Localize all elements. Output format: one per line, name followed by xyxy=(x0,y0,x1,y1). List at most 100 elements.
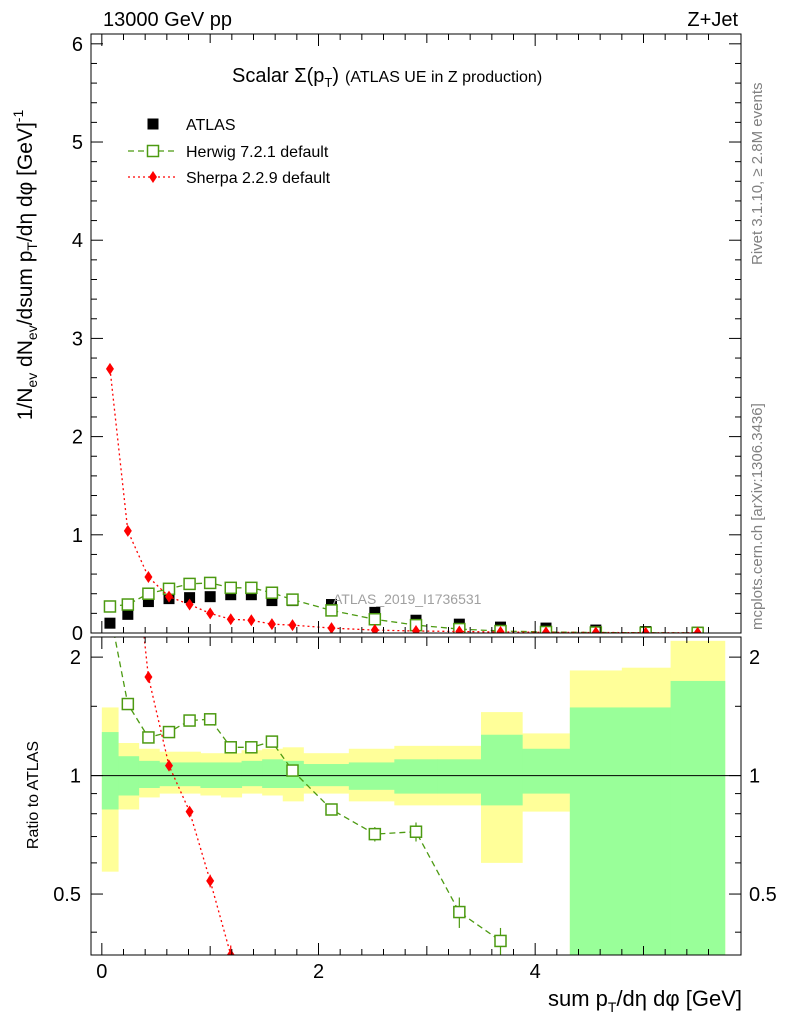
ratio-herwig-point xyxy=(368,827,382,841)
inner-band-bin xyxy=(621,707,672,955)
ratio-herwig-point xyxy=(121,697,135,711)
x-tick-label: 2 xyxy=(313,961,324,983)
ratio-sherpa-point xyxy=(144,671,153,684)
ratio-herwig-point xyxy=(245,741,258,754)
main-herwig-point xyxy=(224,581,237,595)
main-atlas-point xyxy=(266,595,278,607)
main-atlas-point xyxy=(204,591,216,603)
main-series-layer xyxy=(103,362,704,633)
ratio-y-tick-label-right: 1 xyxy=(749,766,760,788)
main-sherpa-point xyxy=(288,619,297,632)
main-herwig-point xyxy=(142,587,155,600)
inner-band-bin xyxy=(522,748,571,794)
inner-band-bin xyxy=(670,680,726,955)
main-panel: 0 1 2 3 4 5 6 ATLAS_2019_I1736531 Scalar Σ(pT)… xyxy=(72,33,742,645)
main-herwig-point xyxy=(325,604,338,617)
legend-herwig-label: Herwig 7.2.1 default xyxy=(186,144,329,161)
analysis-watermark: ATLAS_2019_I1736531 xyxy=(333,591,482,607)
ratio-sherpa-point xyxy=(124,478,132,490)
main-atlas-point xyxy=(184,592,196,604)
ratio-panel: 0.5 0.5 1 1 2 2 0 2 4 xyxy=(53,478,777,983)
main-sherpa-point xyxy=(247,614,256,627)
main-sherpa-point xyxy=(165,590,173,603)
ratio-herwig-point xyxy=(142,731,155,744)
main-atlas-point xyxy=(142,596,154,608)
inner-band-bin xyxy=(569,707,623,955)
main-atlas-point xyxy=(245,589,257,601)
main-herwig-point xyxy=(286,593,299,606)
ratio-y-tick-label: 1 xyxy=(70,766,81,788)
main-herwig-point xyxy=(121,598,135,611)
ratio-axes: 0.5 0.5 1 1 2 2 0 2 4 xyxy=(53,636,777,983)
inner-band-bin xyxy=(394,759,439,794)
legend-atlas-marker xyxy=(147,118,159,130)
ratio-herwig-point xyxy=(494,934,507,948)
main-atlas-point xyxy=(122,608,134,620)
ratio-series-layer xyxy=(114,478,507,955)
ratio-y-tick-label: 2 xyxy=(70,647,81,669)
header-energy-label: 13000 GeV pp xyxy=(103,9,232,31)
main-y-tick-label: 6 xyxy=(72,34,83,56)
x-axis-title: sum pT/dη dφ [GeV] xyxy=(548,986,742,1015)
main-sherpa-point xyxy=(105,362,114,375)
inner-band-bin xyxy=(437,759,482,794)
ratio-y-tick-label: 0.5 xyxy=(53,884,81,906)
main-sherpa-point xyxy=(412,625,420,633)
main-sherpa-point xyxy=(542,626,550,633)
legend-sherpa-label: Sherpa 2.2.9 default xyxy=(186,170,331,187)
main-herwig-point xyxy=(203,576,217,590)
ratio-sherpa-point xyxy=(185,805,194,818)
main-sherpa-point xyxy=(370,624,379,633)
main-y-tick-label: 4 xyxy=(72,230,83,252)
ratio-herwig-point xyxy=(203,713,217,726)
x-axis-title-text: sum pT/dη dφ [GeV] xyxy=(548,986,742,1015)
main-herwig-point xyxy=(265,586,279,599)
main-herwig-point xyxy=(368,613,382,626)
main-sherpa-point xyxy=(591,626,600,633)
main-y-axis-title: 1/Nev dNev/dsum pT/dη dφ [GeV]-1 xyxy=(10,110,40,421)
main-y-tick-label: 5 xyxy=(72,132,83,154)
main-sherpa-point xyxy=(206,607,215,620)
legend-sherpa-marker xyxy=(149,171,157,183)
inner-band-bin xyxy=(159,762,181,787)
x-tick-label: 4 xyxy=(530,961,541,983)
main-sherpa-point xyxy=(327,622,336,633)
main-sherpa-point xyxy=(693,626,702,633)
ratio-y-tick-label-right: 2 xyxy=(749,647,760,669)
main-y-axis-title-text: 1/Nev dNev/dsum pT/dη dφ [GeV]-1 xyxy=(10,110,40,421)
main-frame xyxy=(90,33,742,634)
main-sherpa-point xyxy=(267,618,276,631)
ratio-y-axis-title: Ratio to ATLAS xyxy=(25,741,42,849)
main-atlas-point xyxy=(104,617,116,629)
ratio-frame xyxy=(90,636,742,956)
main-y-tick-label: 3 xyxy=(72,328,83,350)
ratio-herwig-point xyxy=(325,803,338,816)
main-sherpa-point xyxy=(496,626,505,633)
inner-band-bin xyxy=(348,762,395,790)
inner-band-bin xyxy=(179,762,201,787)
ratio-herwig-point xyxy=(224,741,237,754)
legend-herwig-marker xyxy=(146,144,160,158)
ratio-y-tick-label-right: 0.5 xyxy=(749,884,777,906)
ratio-herwig-point xyxy=(162,725,176,739)
ratio-sherpa-point xyxy=(226,949,235,955)
inner-band-bin xyxy=(101,732,119,810)
x-tick-label: 0 xyxy=(96,961,107,983)
main-y-tick-label: 1 xyxy=(72,525,83,547)
ratio-sherpa-point xyxy=(165,759,173,772)
main-sherpa-point xyxy=(455,625,464,633)
main-sherpa-point xyxy=(185,598,194,611)
source-label: mcplots.cern.ch [arXiv:1306.3436] xyxy=(749,403,766,630)
main-herwig-point xyxy=(245,581,258,595)
ratio-herwig-point xyxy=(453,905,466,919)
main-herwig-point xyxy=(183,577,196,591)
main-sherpa-point xyxy=(123,524,132,537)
inner-band-bin xyxy=(262,759,284,788)
inner-band-bin xyxy=(241,760,263,787)
rivet-version-label: Rivet 3.1.10, ≥ 2.8M events xyxy=(749,83,766,266)
ratio-herwig-point xyxy=(183,714,196,727)
main-sherpa-point xyxy=(226,613,235,626)
main-y-tick-label: 2 xyxy=(72,427,83,449)
ratio-herwig-point xyxy=(265,735,279,748)
